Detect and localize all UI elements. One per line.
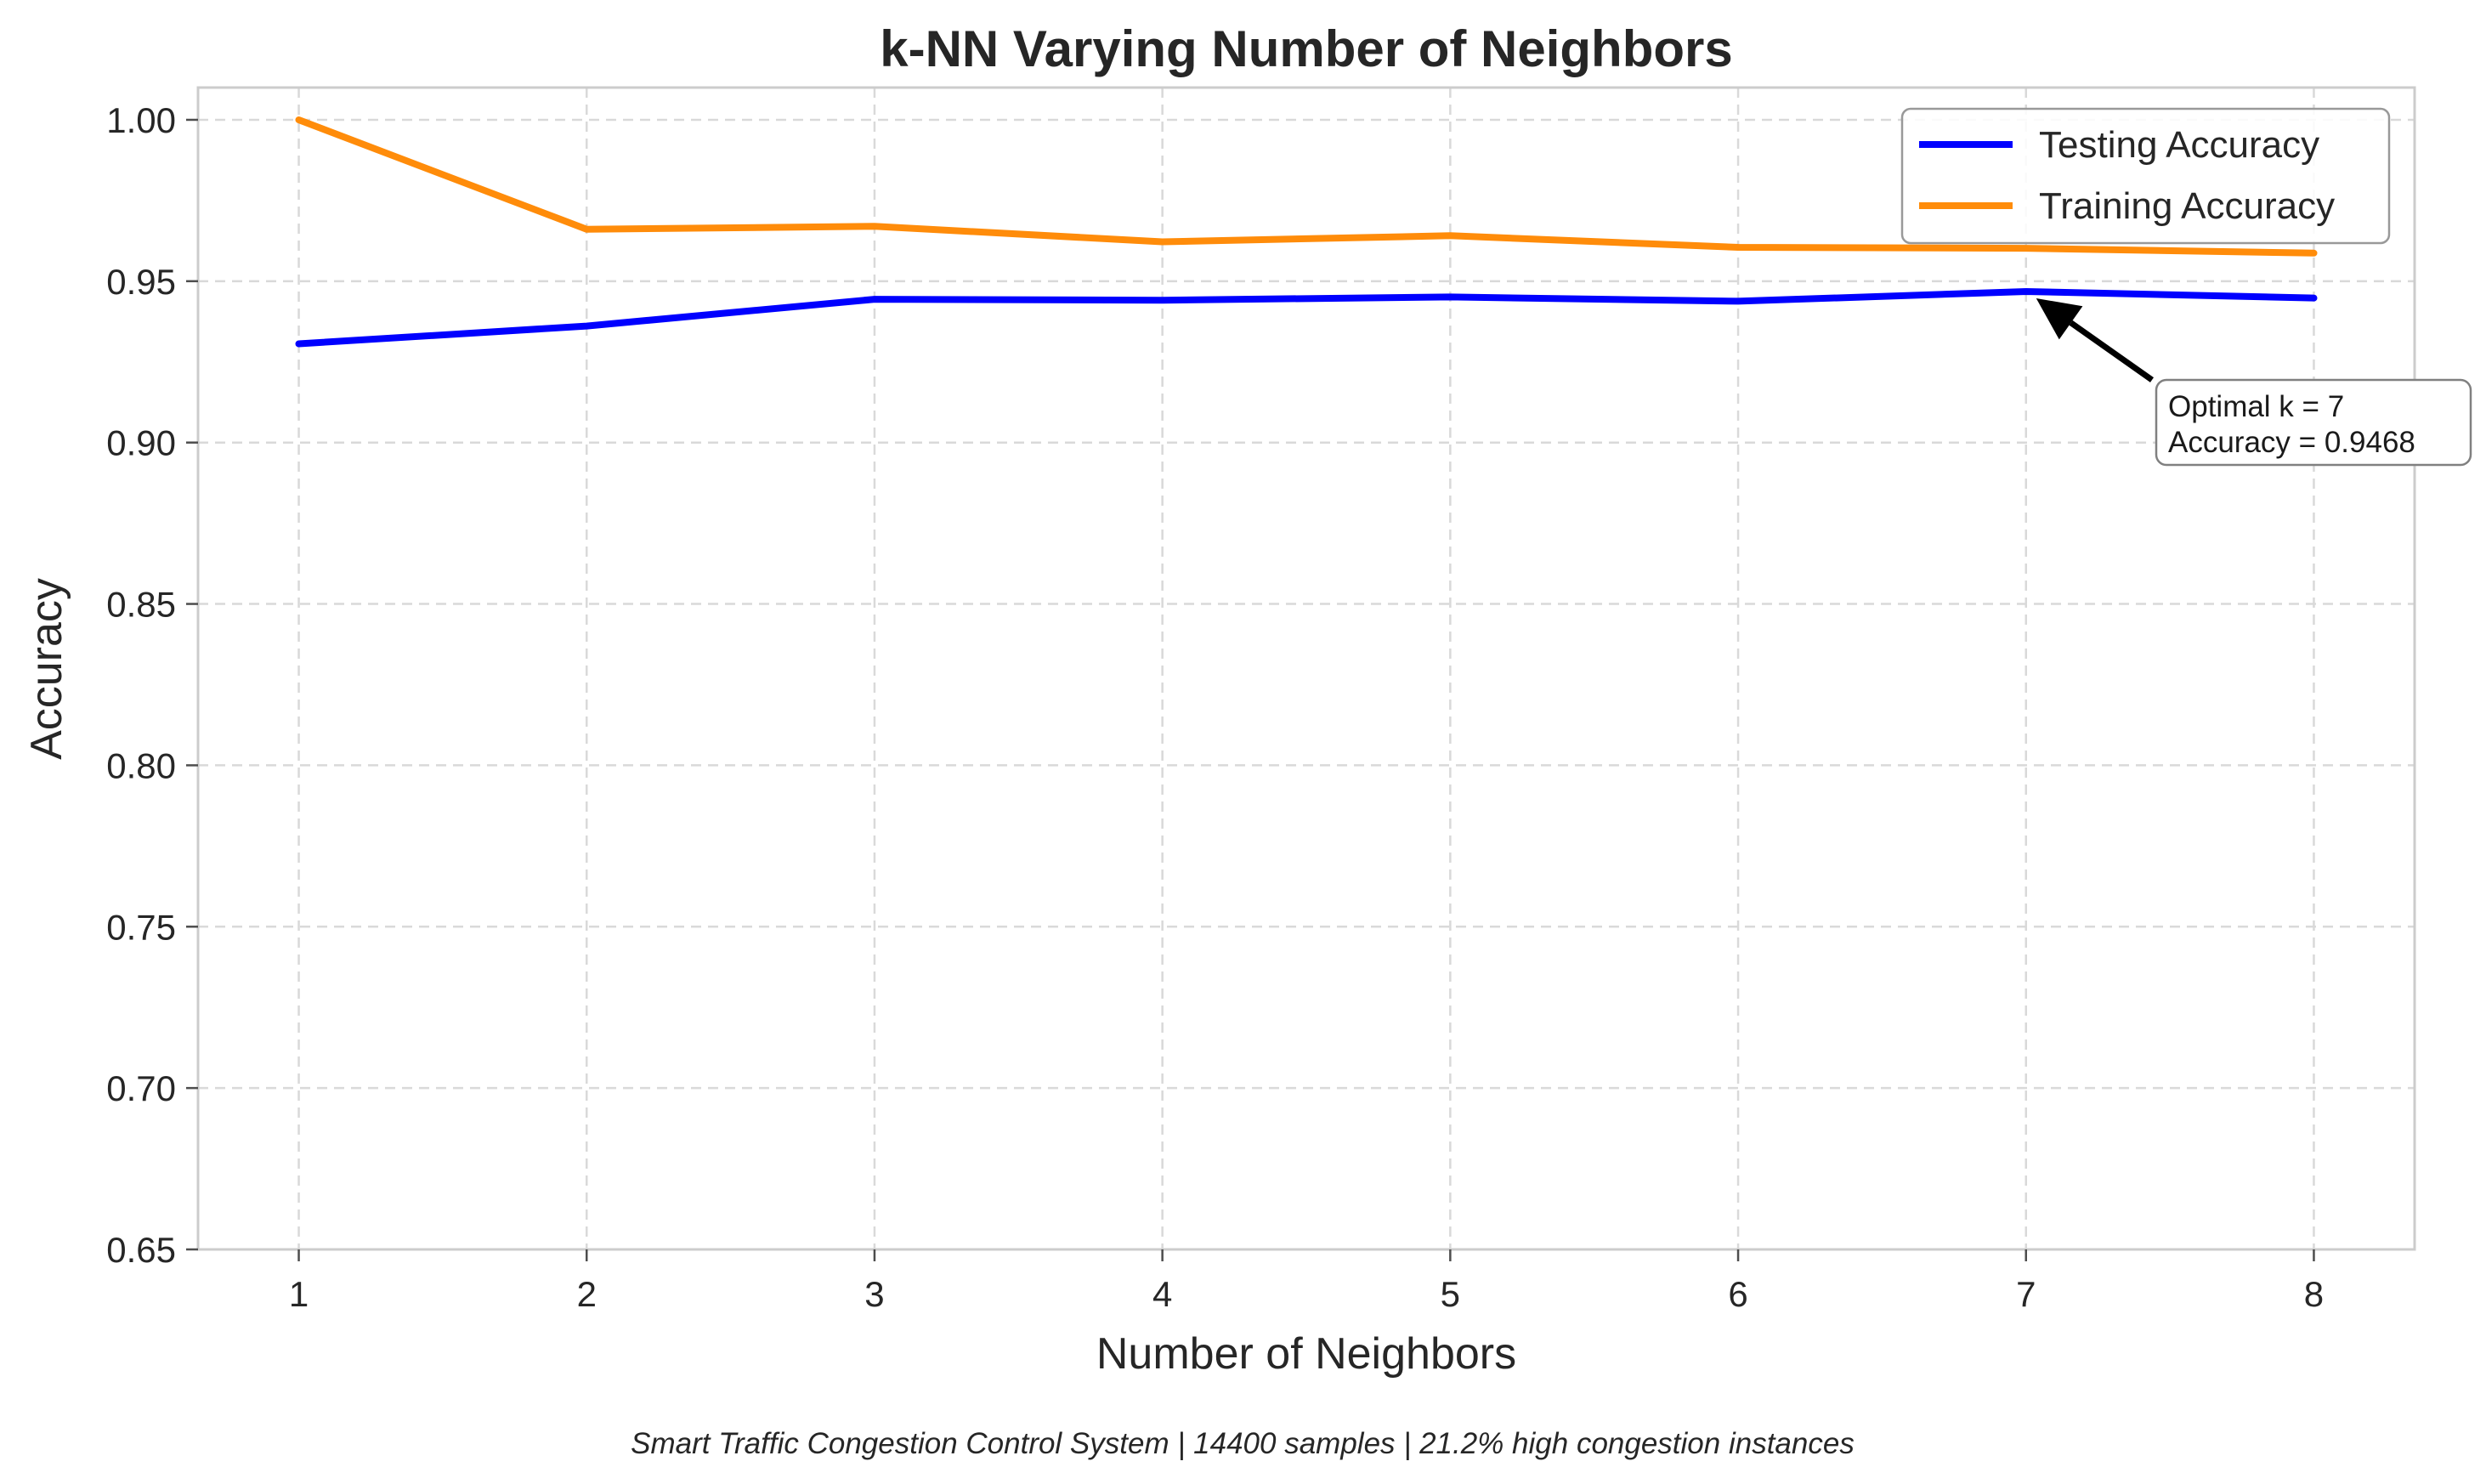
y-tick-label: 0.85 — [106, 585, 176, 625]
annotation-box — [2155, 378, 2472, 467]
legend-box — [1900, 107, 2391, 245]
grid-layer — [198, 88, 2415, 1251]
chart-caption: Smart Traffic Congestion Control System … — [631, 1427, 1855, 1460]
x-tick-label: 6 — [1728, 1274, 1747, 1314]
y-tick-label: 0.65 — [106, 1230, 176, 1270]
y-tick-label: 0.70 — [106, 1068, 176, 1108]
legend: Testing Accuracy Training Accuracy — [1900, 107, 2391, 245]
x-tick-label: 7 — [2016, 1274, 2036, 1314]
x-tick-label: 5 — [1441, 1274, 1460, 1314]
x-tick-label: 2 — [577, 1274, 597, 1314]
series-line-training-accuracy — [295, 116, 2318, 257]
y-tick-label: 1.00 — [106, 100, 176, 140]
legend-label: Testing Accuracy — [2039, 124, 2319, 166]
x-tick-label: 4 — [1152, 1274, 1172, 1314]
annotation-arrow-head — [2036, 298, 2083, 340]
chart-title: k-NN Varying Number of Neighbors — [880, 20, 1732, 77]
legend-label: Training Accuracy — [2039, 185, 2335, 227]
x-tick-label: 3 — [864, 1274, 884, 1314]
x-tick-label: 1 — [289, 1274, 309, 1314]
y-tick-label: 0.90 — [106, 423, 176, 463]
annotation-text-line: Optimal k = 7 — [2168, 390, 2344, 423]
x-axis-label: Number of Neighbors — [1096, 1329, 1516, 1379]
plot-frame — [196, 86, 2416, 1251]
y-tick-label: 0.75 — [106, 907, 176, 947]
annotation-text-line: Accuracy = 0.9468 — [2168, 426, 2415, 459]
annotation-arrow-shaft — [2069, 320, 2155, 382]
x-tick-label: 8 — [2304, 1274, 2324, 1314]
y-tick-label: 0.80 — [106, 745, 176, 785]
tick-layer: 0.65 0.70 0.75 0.80 0.85 0.90 0.95 1.00 1 2 3 4 5 6 7 8 — [106, 100, 2324, 1314]
y-tick-label: 0.95 — [106, 262, 176, 302]
series-layer — [295, 116, 2318, 348]
y-axis-label: Accuracy — [22, 578, 71, 760]
series-line-testing-accuracy — [295, 288, 2318, 348]
